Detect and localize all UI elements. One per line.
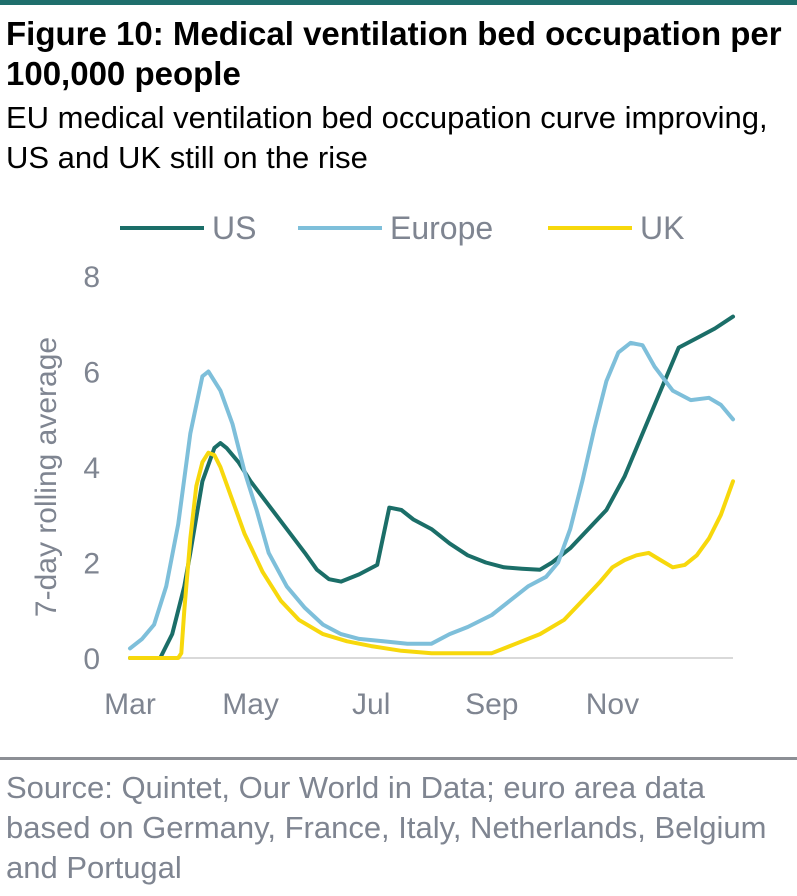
legend-label-europe: Europe [390,210,493,246]
series-line-europe [128,340,735,651]
y-tick-label: 8 [83,261,100,294]
source-note: Source: Quintet, Our World in Data; euro… [6,770,767,885]
x-tick-label: May [222,688,279,721]
legend-label-uk: UK [640,210,684,246]
bottom-rule [0,757,797,760]
y-tick-label: 6 [83,357,100,390]
legend-label-us: US [212,210,256,246]
y-tick-label: 0 [83,643,100,676]
figure-title: Figure 10: Medical ventilation bed occup… [6,15,782,92]
y-axis-title: 7-day rolling average [30,337,63,617]
line-chart: US Europe UK 0 2 4 6 8 7-day rolling average Ma… [30,210,735,721]
top-rule [0,0,797,5]
y-tick-label: 4 [83,452,100,485]
x-tick-label: Jul [352,688,390,721]
x-tick-label: Mar [104,688,156,721]
y-axis: 0 2 4 6 8 7-day rolling average [30,261,100,676]
x-tick-label: Nov [586,688,639,721]
figure-subtitle: EU medical ventilation bed occupation cu… [6,100,768,175]
plot-area [128,314,735,660]
series-line-uk [128,450,735,660]
x-axis: Mar May Jul Sep Nov [104,688,639,721]
series-line-us [128,314,735,660]
y-tick-label: 2 [83,548,100,581]
chart-legend: US Europe UK [120,210,684,246]
x-tick-label: Sep [465,688,518,721]
